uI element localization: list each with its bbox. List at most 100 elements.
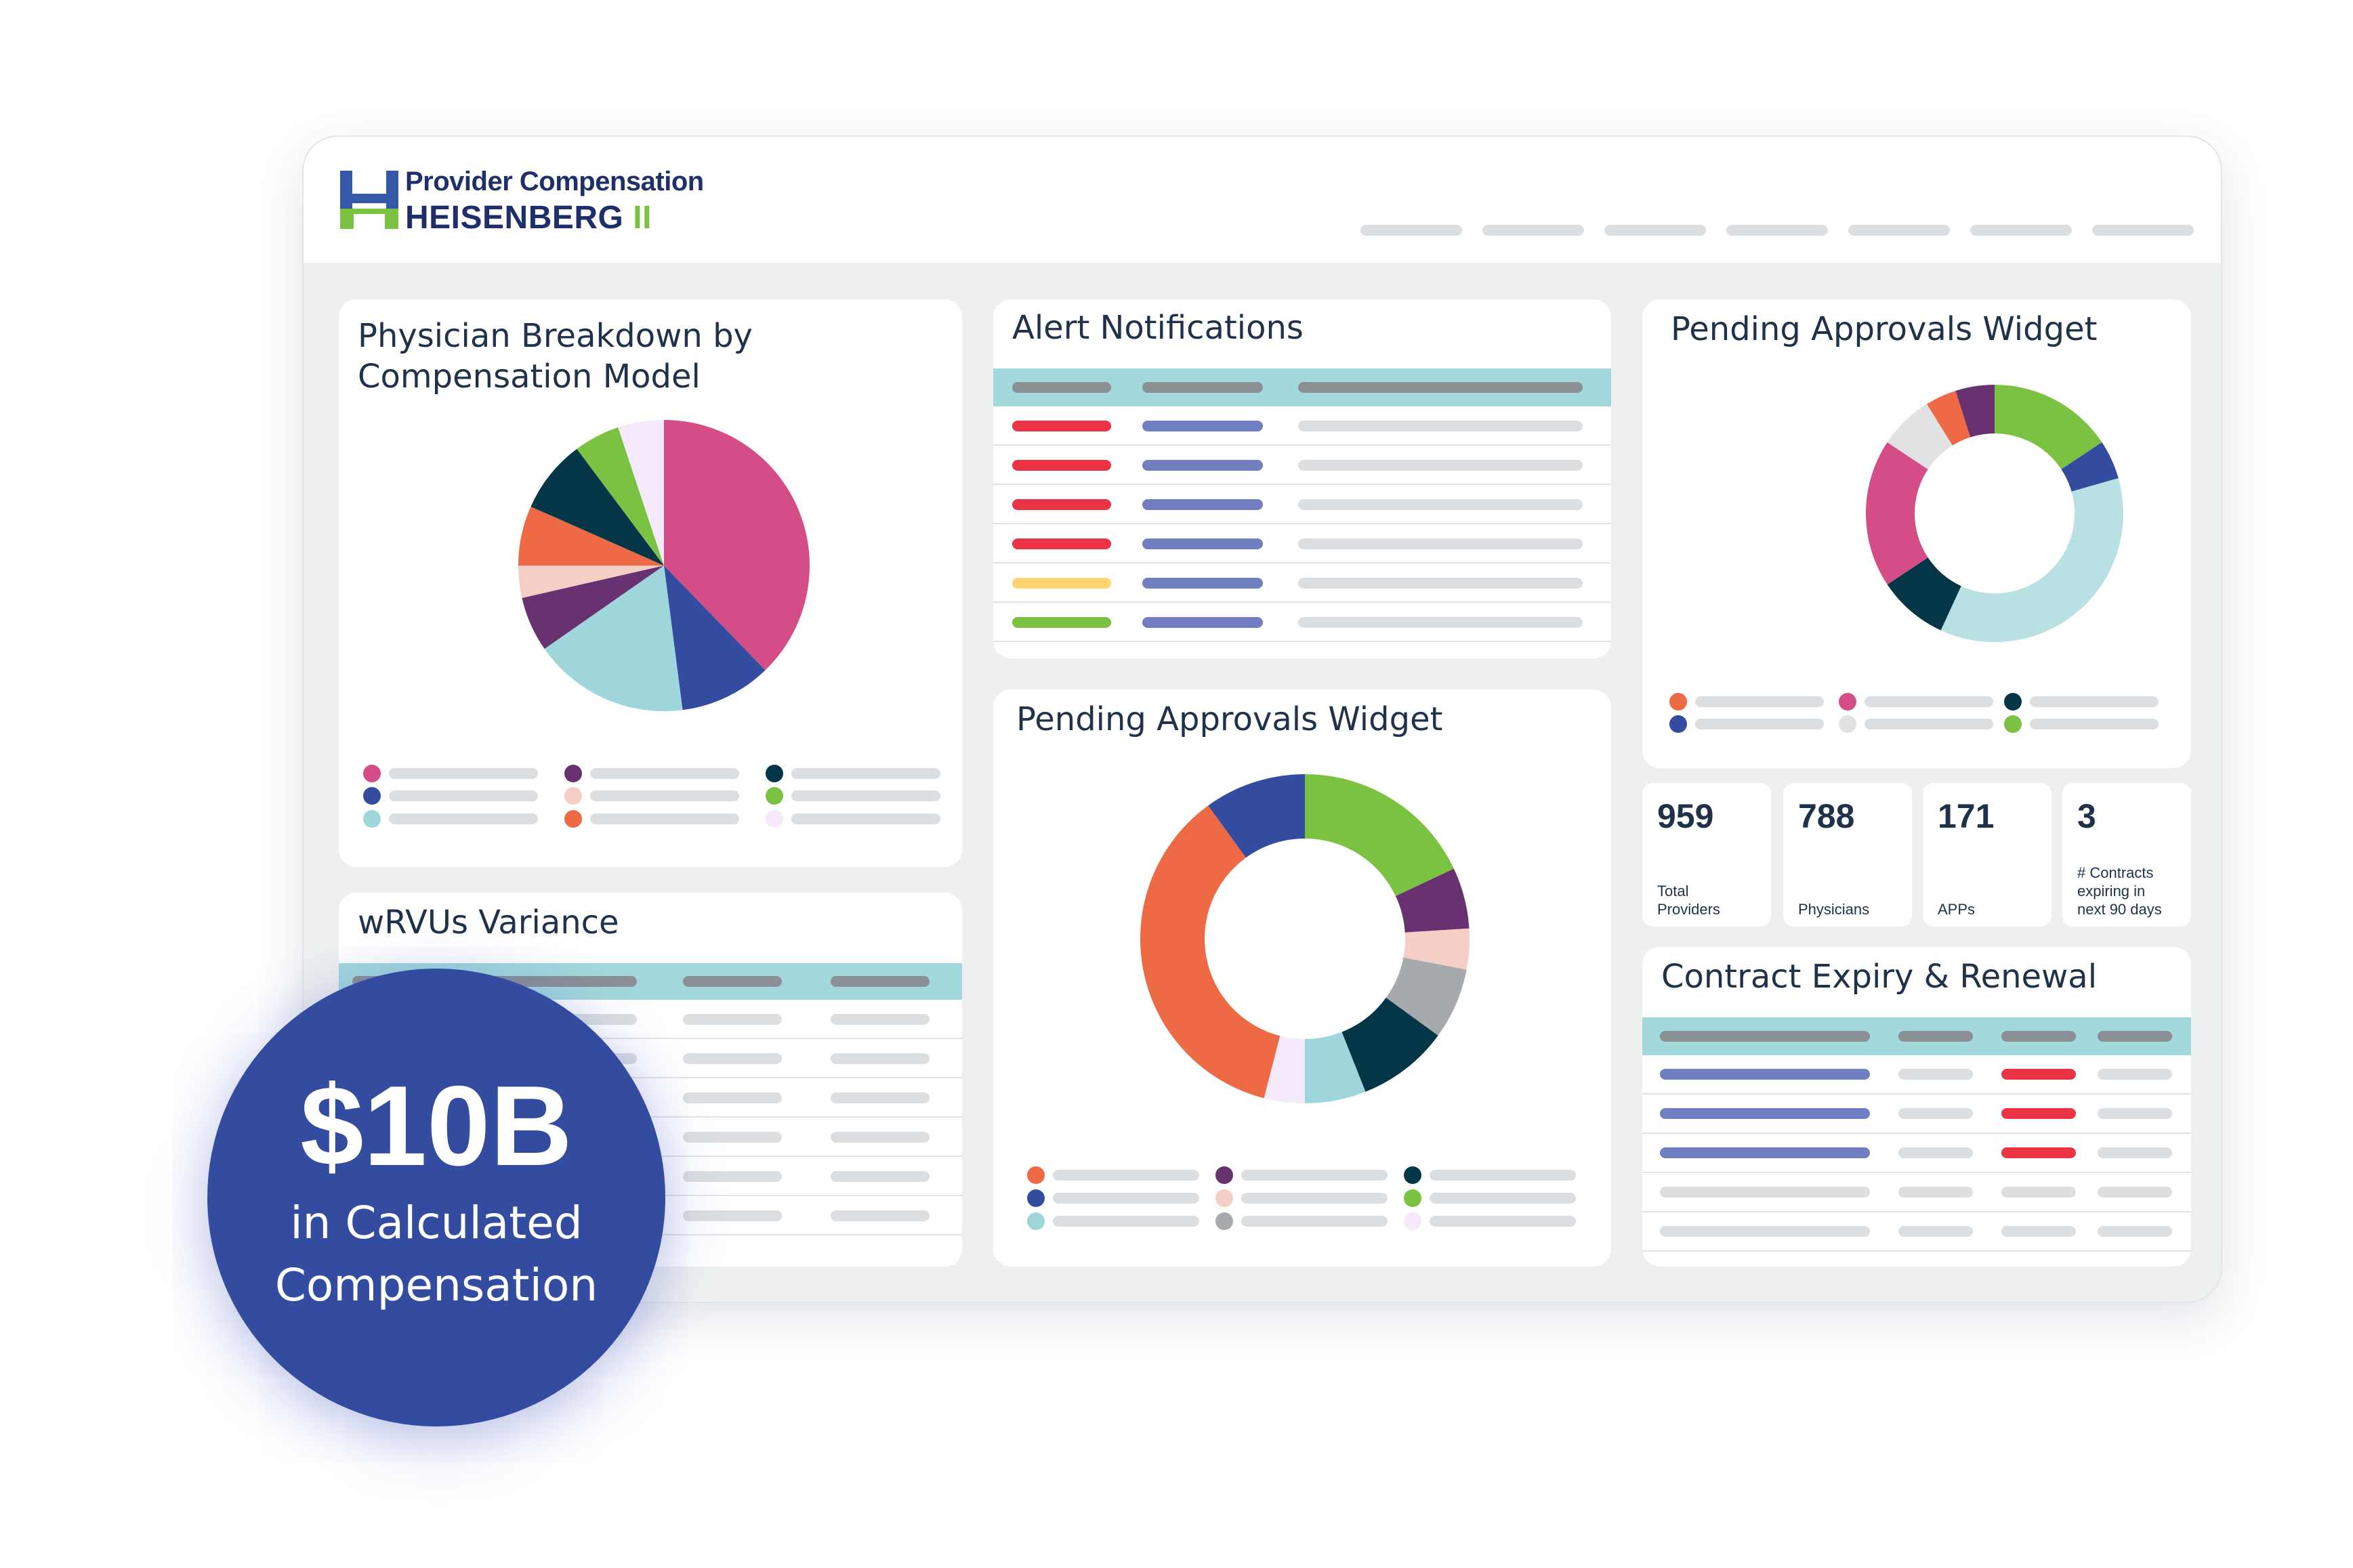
cell [683,1132,782,1143]
chart-slice-E [1341,997,1438,1092]
legend-dot [1404,1212,1421,1230]
alert-notifications-title: Alert Notifications [1012,309,1304,347]
alert-type [1142,499,1263,510]
table-row[interactable] [993,603,1611,642]
legend-dot [363,765,381,782]
stat-value: 3 [2077,797,2096,835]
chart-slice-H [577,427,664,566]
table-row[interactable] [1642,1173,2191,1212]
expiry-status [2001,1069,2076,1080]
pending-approvals-widget-right: Pending Approvals Widget [1642,299,2191,768]
table-row[interactable] [993,446,1611,485]
stat-card-total-providers[interactable]: 959 Total Providers [1642,783,1771,927]
nav-item[interactable] [1604,225,1706,236]
legend-label [590,813,739,824]
table-row[interactable] [1642,1134,2191,1173]
column-header [2001,1031,2076,1042]
physician-breakdown-title: Physician Breakdown by Compensation Mode… [358,316,753,397]
legend-label [389,790,538,801]
nav-item[interactable] [2092,225,2194,236]
nav-item[interactable] [1360,225,1462,236]
brand-name: HEISENBERG II [405,199,652,236]
table-row[interactable] [993,524,1611,564]
table-row[interactable] [993,485,1611,524]
legend-dot [1215,1212,1233,1230]
row-divider [993,562,1611,564]
calculated-compensation-badge: $10B in Calculated Compensation [207,969,665,1426]
cell [1898,1187,1973,1198]
chart-slice-H [1140,805,1280,1099]
chart-slice-G [1264,1036,1305,1103]
chart-slice-C [1403,928,1470,970]
legend-dot [1404,1189,1421,1207]
chart-slice-B [664,566,766,711]
dashboard-window: Provider Compensation HEISENBERG II Phys… [302,135,2222,1303]
legend-label [1430,1216,1576,1227]
column-header [683,976,782,987]
physician-breakdown-widget: Physician Breakdown by Compensation Mode… [339,299,962,867]
chart-slice-E [1866,442,1928,585]
cell [683,1053,782,1064]
cell [2098,1187,2172,1198]
alert-severity [1012,421,1111,431]
legend-label [389,768,538,779]
column-header [1012,382,1111,393]
legend-dot [564,787,582,805]
row-divider [993,601,1611,603]
alert-severity [1012,538,1111,549]
row-divider [1642,1172,2191,1173]
nav-item[interactable] [1726,225,1828,236]
contract-expiry-title: Contract Expiry & Renewal [1661,958,2098,996]
alert-type [1142,617,1263,628]
nav-item[interactable] [1970,225,2072,236]
legend-label [1241,1193,1388,1204]
alert-severity [1012,460,1111,471]
table-row[interactable] [993,564,1611,603]
legend-label [1053,1170,1199,1181]
legend-dot [363,810,381,828]
legend-dot [766,765,783,782]
cell [2098,1069,2172,1080]
nav-item[interactable] [1848,225,1950,236]
chart-slice-D [1386,957,1467,1036]
legend-label [1695,696,1824,707]
alert-message [1298,578,1583,589]
alert-message [1298,499,1583,510]
row-divider [993,444,1611,446]
stat-card-apps[interactable]: 171 APPs [1923,783,2052,927]
stat-label: # Contracts expiring in next 90 days [2077,864,2162,918]
nav-item[interactable] [1482,225,1584,236]
chart-slice-D [522,566,664,650]
table-row[interactable] [993,406,1611,446]
legend-dot [1027,1189,1045,1207]
table-row[interactable] [1642,1212,2191,1252]
expiry-status [2001,1108,2076,1119]
stat-card-expiring-contracts[interactable]: 3 # Contracts expiring in next 90 days [2062,783,2191,927]
legend-dot [766,810,783,828]
contract-name [1660,1226,1870,1237]
alert-notifications-widget: Alert Notifications [993,299,1611,658]
chart-slice-C [544,566,683,711]
badge-amount: $10B [300,1062,572,1189]
legend-dot [1669,693,1687,711]
row-divider [339,1077,962,1078]
table-header [1642,1017,2191,1055]
legend-dot [1215,1189,1233,1207]
table-header [993,368,1611,406]
pending-approvals-widget-center: Pending Approvals Widget [993,690,1611,1267]
chart-slice-F [518,506,664,566]
chart-slice-B [2061,442,2119,492]
legend-label [1241,1216,1388,1227]
legend-label [590,790,739,801]
cell [831,1132,930,1143]
cell [2098,1226,2172,1237]
legend-dot [1839,693,1856,711]
chart-slice-B [1395,868,1470,933]
alert-type [1142,421,1263,431]
legend-dot [1839,715,1856,733]
column-header [1298,382,1583,393]
table-row[interactable] [1642,1055,2191,1095]
column-header [1898,1031,1973,1042]
table-row[interactable] [1642,1095,2191,1134]
stat-card-physicians[interactable]: 788 Physicians [1783,783,1912,927]
